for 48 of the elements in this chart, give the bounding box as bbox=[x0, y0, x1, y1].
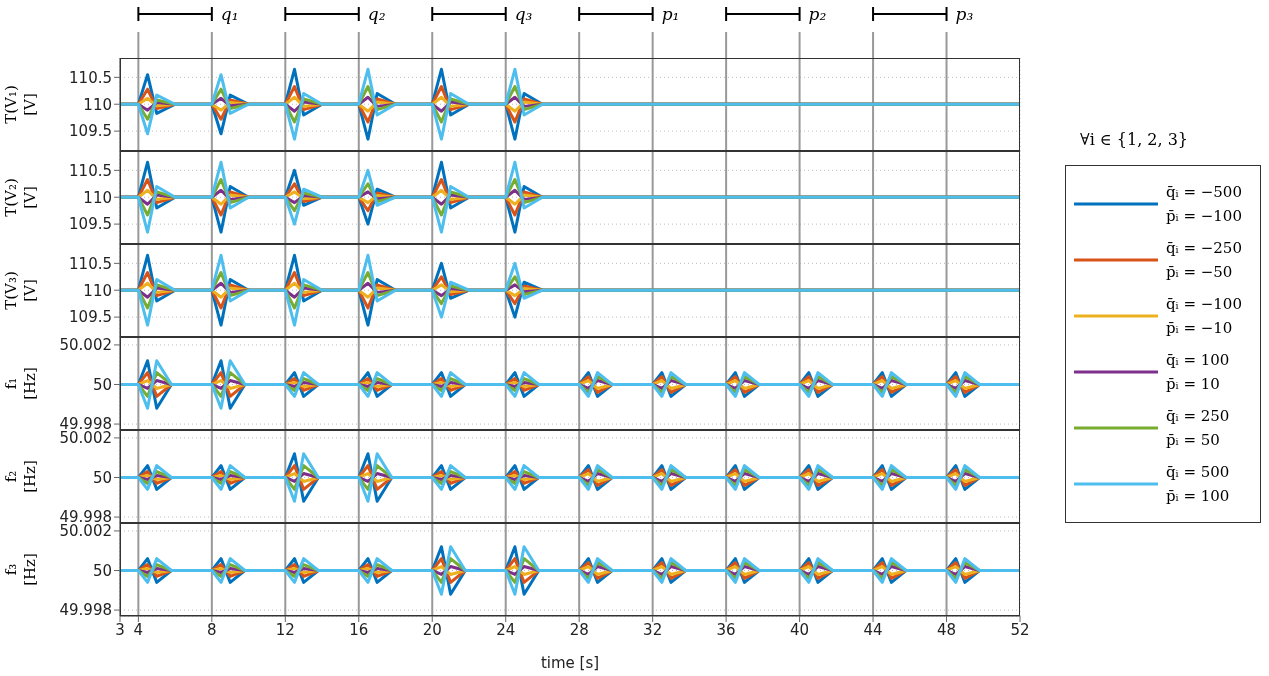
y-tick-label: 50 bbox=[92, 561, 112, 580]
text: q̄ᵢ = 100 p̄ᵢ = 10 bbox=[1166, 350, 1230, 395]
y-tick-label: 109.5 bbox=[69, 215, 112, 234]
x-tick-label: 40 bbox=[790, 620, 810, 639]
x-tick-label: 48 bbox=[936, 620, 957, 639]
text: q₁ bbox=[220, 4, 239, 24]
x-tick-label: 32 bbox=[643, 620, 663, 639]
x-tick-label: 16 bbox=[349, 620, 369, 639]
x-tick-label: 36 bbox=[716, 620, 736, 639]
text: q̄ᵢ = 500 p̄ᵢ = 100 bbox=[1166, 462, 1230, 507]
x-tick-label: 4 bbox=[133, 620, 144, 639]
y-tick-label: 110.5 bbox=[69, 68, 112, 87]
x-tick-label: 24 bbox=[496, 620, 516, 639]
y-axis-title: T(V₁) [V] bbox=[2, 85, 39, 124]
x-tick-label: 20 bbox=[422, 620, 442, 639]
y-tick-label: 110.5 bbox=[69, 254, 112, 273]
y-tick-label: 50 bbox=[92, 468, 112, 487]
y-axis-title: T(V₂) [V] bbox=[2, 178, 39, 217]
text: q̄ᵢ = −250 p̄ᵢ = −50 bbox=[1166, 238, 1242, 283]
y-tick-label: 110 bbox=[83, 281, 112, 300]
text: p₃ bbox=[955, 4, 974, 24]
x-tick-label: 44 bbox=[863, 620, 883, 639]
y-axis-title: f₁ [Hz] bbox=[2, 367, 39, 400]
x-tick-label: 12 bbox=[275, 620, 295, 639]
y-tick-label: 110.5 bbox=[69, 161, 112, 180]
text: q̄ᵢ = 250 p̄ᵢ = 50 bbox=[1166, 406, 1230, 451]
text: p₁ bbox=[661, 4, 680, 24]
text: p₂ bbox=[808, 4, 827, 24]
y-tick-label: 109.5 bbox=[69, 308, 112, 327]
y-tick-label: 109.5 bbox=[69, 122, 112, 141]
y-axis-title: f₂ [Hz] bbox=[2, 460, 39, 493]
text: q₃ bbox=[514, 4, 533, 24]
y-tick-label: 110 bbox=[83, 95, 112, 114]
x-axis-title: time [s] bbox=[540, 654, 600, 672]
y-axis-title: f₃ [Hz] bbox=[2, 553, 39, 586]
y-axis-title: T(V₃) [V] bbox=[2, 271, 39, 310]
x-tick-label: 3 bbox=[115, 620, 125, 639]
y-tick-label: 50 bbox=[92, 375, 112, 394]
y-tick-label: 110 bbox=[83, 188, 112, 207]
legend-title: ∀i ∈ {1, 2, 3} bbox=[1080, 130, 1189, 149]
text: q₂ bbox=[367, 4, 386, 24]
x-tick-label: 8 bbox=[207, 620, 217, 639]
text: q̄ᵢ = −100 p̄ᵢ = −10 bbox=[1166, 294, 1242, 339]
x-tick-label: 28 bbox=[569, 620, 589, 639]
text: q̄ᵢ = −500 p̄ᵢ = −100 bbox=[1166, 182, 1242, 227]
y-tick-label: 50.002 bbox=[59, 336, 112, 355]
x-tick-label: 52 bbox=[1010, 620, 1030, 639]
y-tick-label: 49.998 bbox=[59, 601, 112, 620]
